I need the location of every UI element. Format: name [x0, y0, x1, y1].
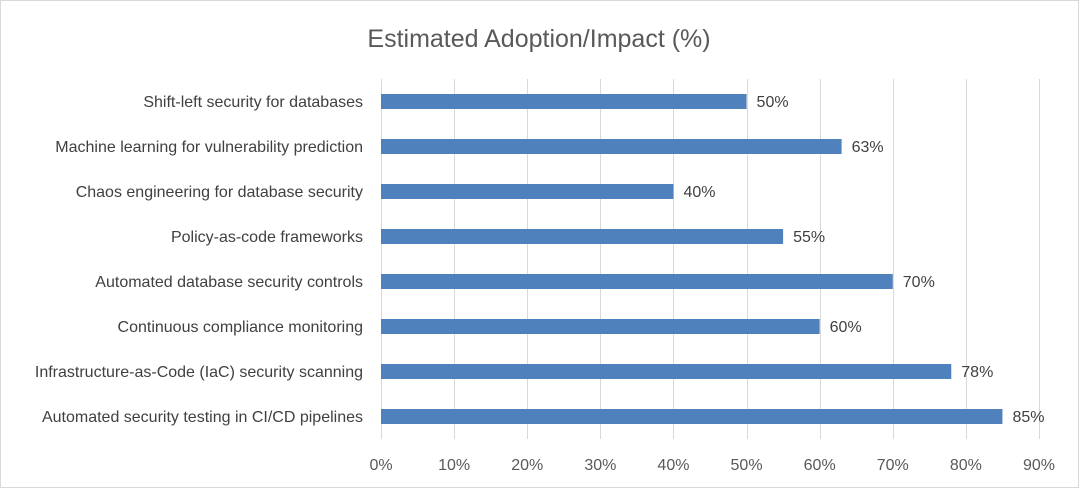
x-tick-label: 50%: [731, 457, 763, 474]
x-tick-label: 30%: [584, 457, 616, 474]
data-label: 70%: [903, 274, 935, 291]
bar: [381, 409, 1003, 424]
category-label: Machine learning for vulnerability predi…: [55, 139, 363, 156]
x-tick-label: 40%: [657, 457, 689, 474]
category-label: Automated database security controls: [95, 274, 363, 291]
x-tick-label: 10%: [438, 457, 470, 474]
category-label: Chaos engineering for database security: [76, 184, 363, 201]
bar: [381, 184, 674, 199]
data-label: 40%: [683, 184, 715, 201]
bar: [381, 94, 747, 109]
x-tick-label: 0%: [369, 457, 392, 474]
x-tick-label: 60%: [804, 457, 836, 474]
category-label: Shift-left security for databases: [143, 94, 363, 111]
x-tick-label: 80%: [950, 457, 982, 474]
chart-title: Estimated Adoption/Impact (%): [367, 25, 710, 53]
data-labels: 50% 63% 40% 55% 70% 60% 78% 85%: [683, 94, 1044, 426]
category-label: Automated security testing in CI/CD pipe…: [42, 409, 363, 426]
x-tick-label: 90%: [1023, 457, 1055, 474]
data-label: 60%: [830, 319, 862, 336]
category-labels: Shift-left security for databases Machine…: [35, 94, 363, 426]
bar: [381, 364, 952, 379]
x-tick-label: 70%: [877, 457, 909, 474]
gridlines: [381, 79, 1040, 439]
data-label: 63%: [852, 139, 884, 156]
data-label: 50%: [757, 94, 789, 111]
x-tick-label: 20%: [511, 457, 543, 474]
bar: [381, 139, 842, 154]
data-label: 78%: [961, 364, 993, 381]
category-label: Infrastructure-as-Code (IaC) security sc…: [35, 364, 363, 381]
data-label: 55%: [793, 229, 825, 246]
category-label: Policy-as-code frameworks: [171, 229, 363, 246]
bar: [381, 229, 784, 244]
bars: [381, 94, 1003, 424]
bar: [381, 274, 893, 289]
x-tick-labels: 0% 10% 20% 30% 40% 50% 60% 70% 80% 90%: [369, 457, 1055, 474]
bar: [381, 319, 820, 334]
data-label: 85%: [1012, 409, 1044, 426]
category-label: Continuous compliance monitoring: [118, 319, 363, 336]
